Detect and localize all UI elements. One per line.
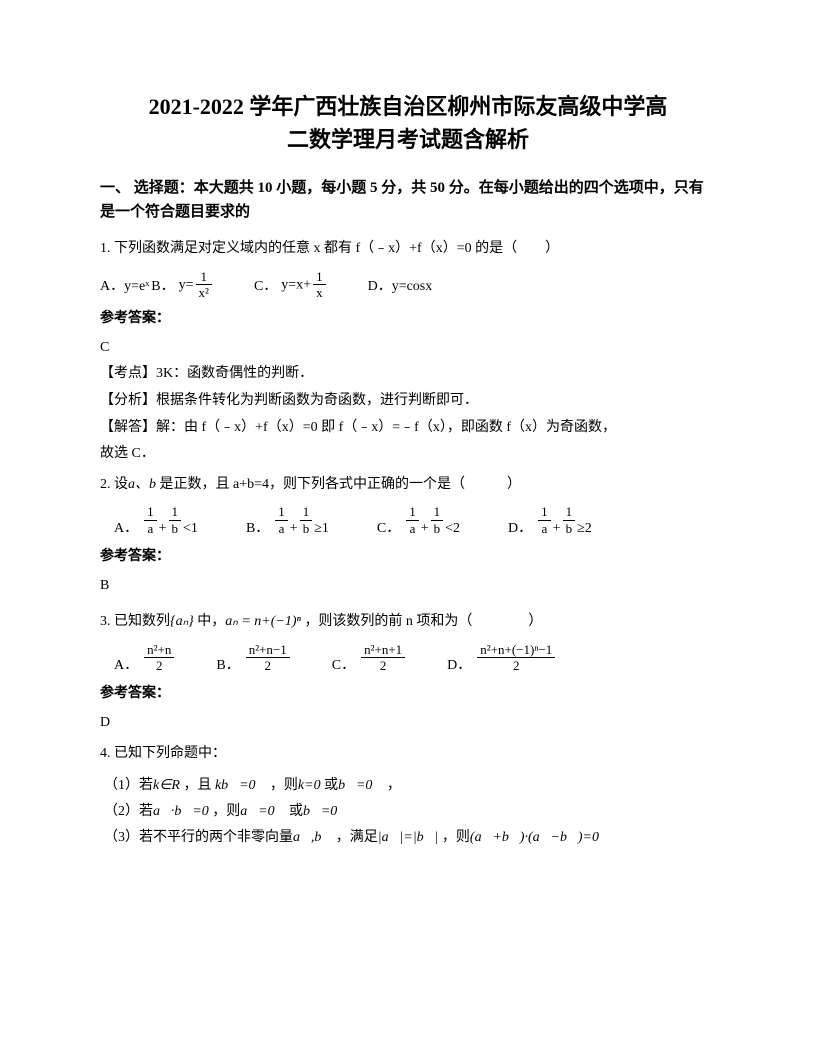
q3-opt-a: A． n²+n2 (114, 642, 176, 674)
q1-opt-c-formula: y=x+1x (281, 269, 327, 301)
q2-opt-b: B． 1a + 1b ≥1 (246, 504, 329, 536)
q1-opt-c-label: C． (254, 274, 277, 301)
question-2-text: 2. 设a、b 是正数，且 a+b=4，则下列各式中正确的一个是（ ） (100, 472, 716, 499)
question-2-options: A． 1a + 1b <1 B． 1a + 1b ≥1 C． 1a + 1b <… (100, 504, 716, 536)
q1-opt-a: A．y=eˣ (100, 274, 149, 301)
question-1-options: A．y=eˣ B． y=1x² C． y=x+1x D．y=cosx (100, 269, 716, 301)
question-3-text: 3. 已知数列{aₙ} 中，aₙ = n+(−1)ⁿ ，则该数列的前 n 项和为… (100, 609, 716, 636)
q3-seq: {aₙ} (170, 614, 194, 629)
question-3-options: A． n²+n2 B． n²+n−12 C． n²+n+12 D． n²+n+(… (100, 642, 716, 674)
q4-item-1: （1）若k∈R ，且 kb⃗=0⃗ ，则k=0 或b⃗=0⃗ ， (100, 773, 716, 799)
question-1-text: 1. 下列函数满足对定义域内的任意 x 都有 f（﹣x）+f（x）=0 的是（ … (100, 236, 716, 263)
q4-item-3: （3）若不平行的两个非零向量a⃗,b⃗ ，满足|a⃗|=|b⃗| ，则(a⃗+b… (100, 825, 716, 851)
q2-opt-a: A． 1a + 1b <1 (114, 504, 198, 536)
answer-label-2: 参考答案： (100, 545, 716, 565)
page-title: 2021-2022 学年广西壮族自治区柳州市际友高级中学高 二数学理月考试题含解… (100, 90, 716, 156)
q1-point: 【考点】3K：函数奇偶性的判断． (100, 361, 716, 388)
q1-solve: 【解答】解：由 f（﹣x）+f（x）=0 即 f（﹣x）=﹣f（x），即函数 f… (100, 415, 716, 442)
q1-opt-d: D．y=cosx (368, 274, 433, 301)
q2-opt-d: D． 1a + 1b ≥2 (508, 504, 592, 536)
q2-opt-c: C． 1a + 1b <2 (377, 504, 460, 536)
q3-opt-d: D． n²+n+(−1)ⁿ−12 (447, 642, 557, 674)
title-line-1: 2021-2022 学年广西壮族自治区柳州市际友高级中学高 (100, 90, 716, 123)
question-4-text: 4. 已知下列命题中： (100, 741, 716, 768)
answer-label-1: 参考答案： (100, 307, 716, 327)
q1-opt-b-formula: y=1x² (179, 269, 214, 301)
q2-answer: B (100, 573, 716, 600)
q1-answer: C (100, 335, 716, 362)
q1-opt-b-label: B． (151, 274, 174, 301)
q4-item-2: （2）若a⃗·b⃗=0 ，则a⃗=0⃗ 或b⃗=0⃗ (100, 799, 716, 825)
q3-opt-b: B． n²+n−12 (216, 642, 291, 674)
title-line-2: 二数学理月考试题含解析 (100, 123, 716, 156)
q3-formula: aₙ = n+(−1)ⁿ (225, 614, 301, 629)
q3-answer: D (100, 710, 716, 737)
q3-opt-c: C． n²+n+12 (332, 642, 407, 674)
q1-conclusion: 故选 C． (100, 441, 716, 468)
section-header: 一、 选择题：本大题共 10 小题，每小题 5 分，共 50 分。在每小题给出的… (100, 176, 716, 224)
q1-analysis: 【分析】根据条件转化为判断函数为奇函数，进行判断即可． (100, 388, 716, 415)
q2-ab: a、b (128, 477, 156, 492)
answer-label-3: 参考答案： (100, 682, 716, 702)
